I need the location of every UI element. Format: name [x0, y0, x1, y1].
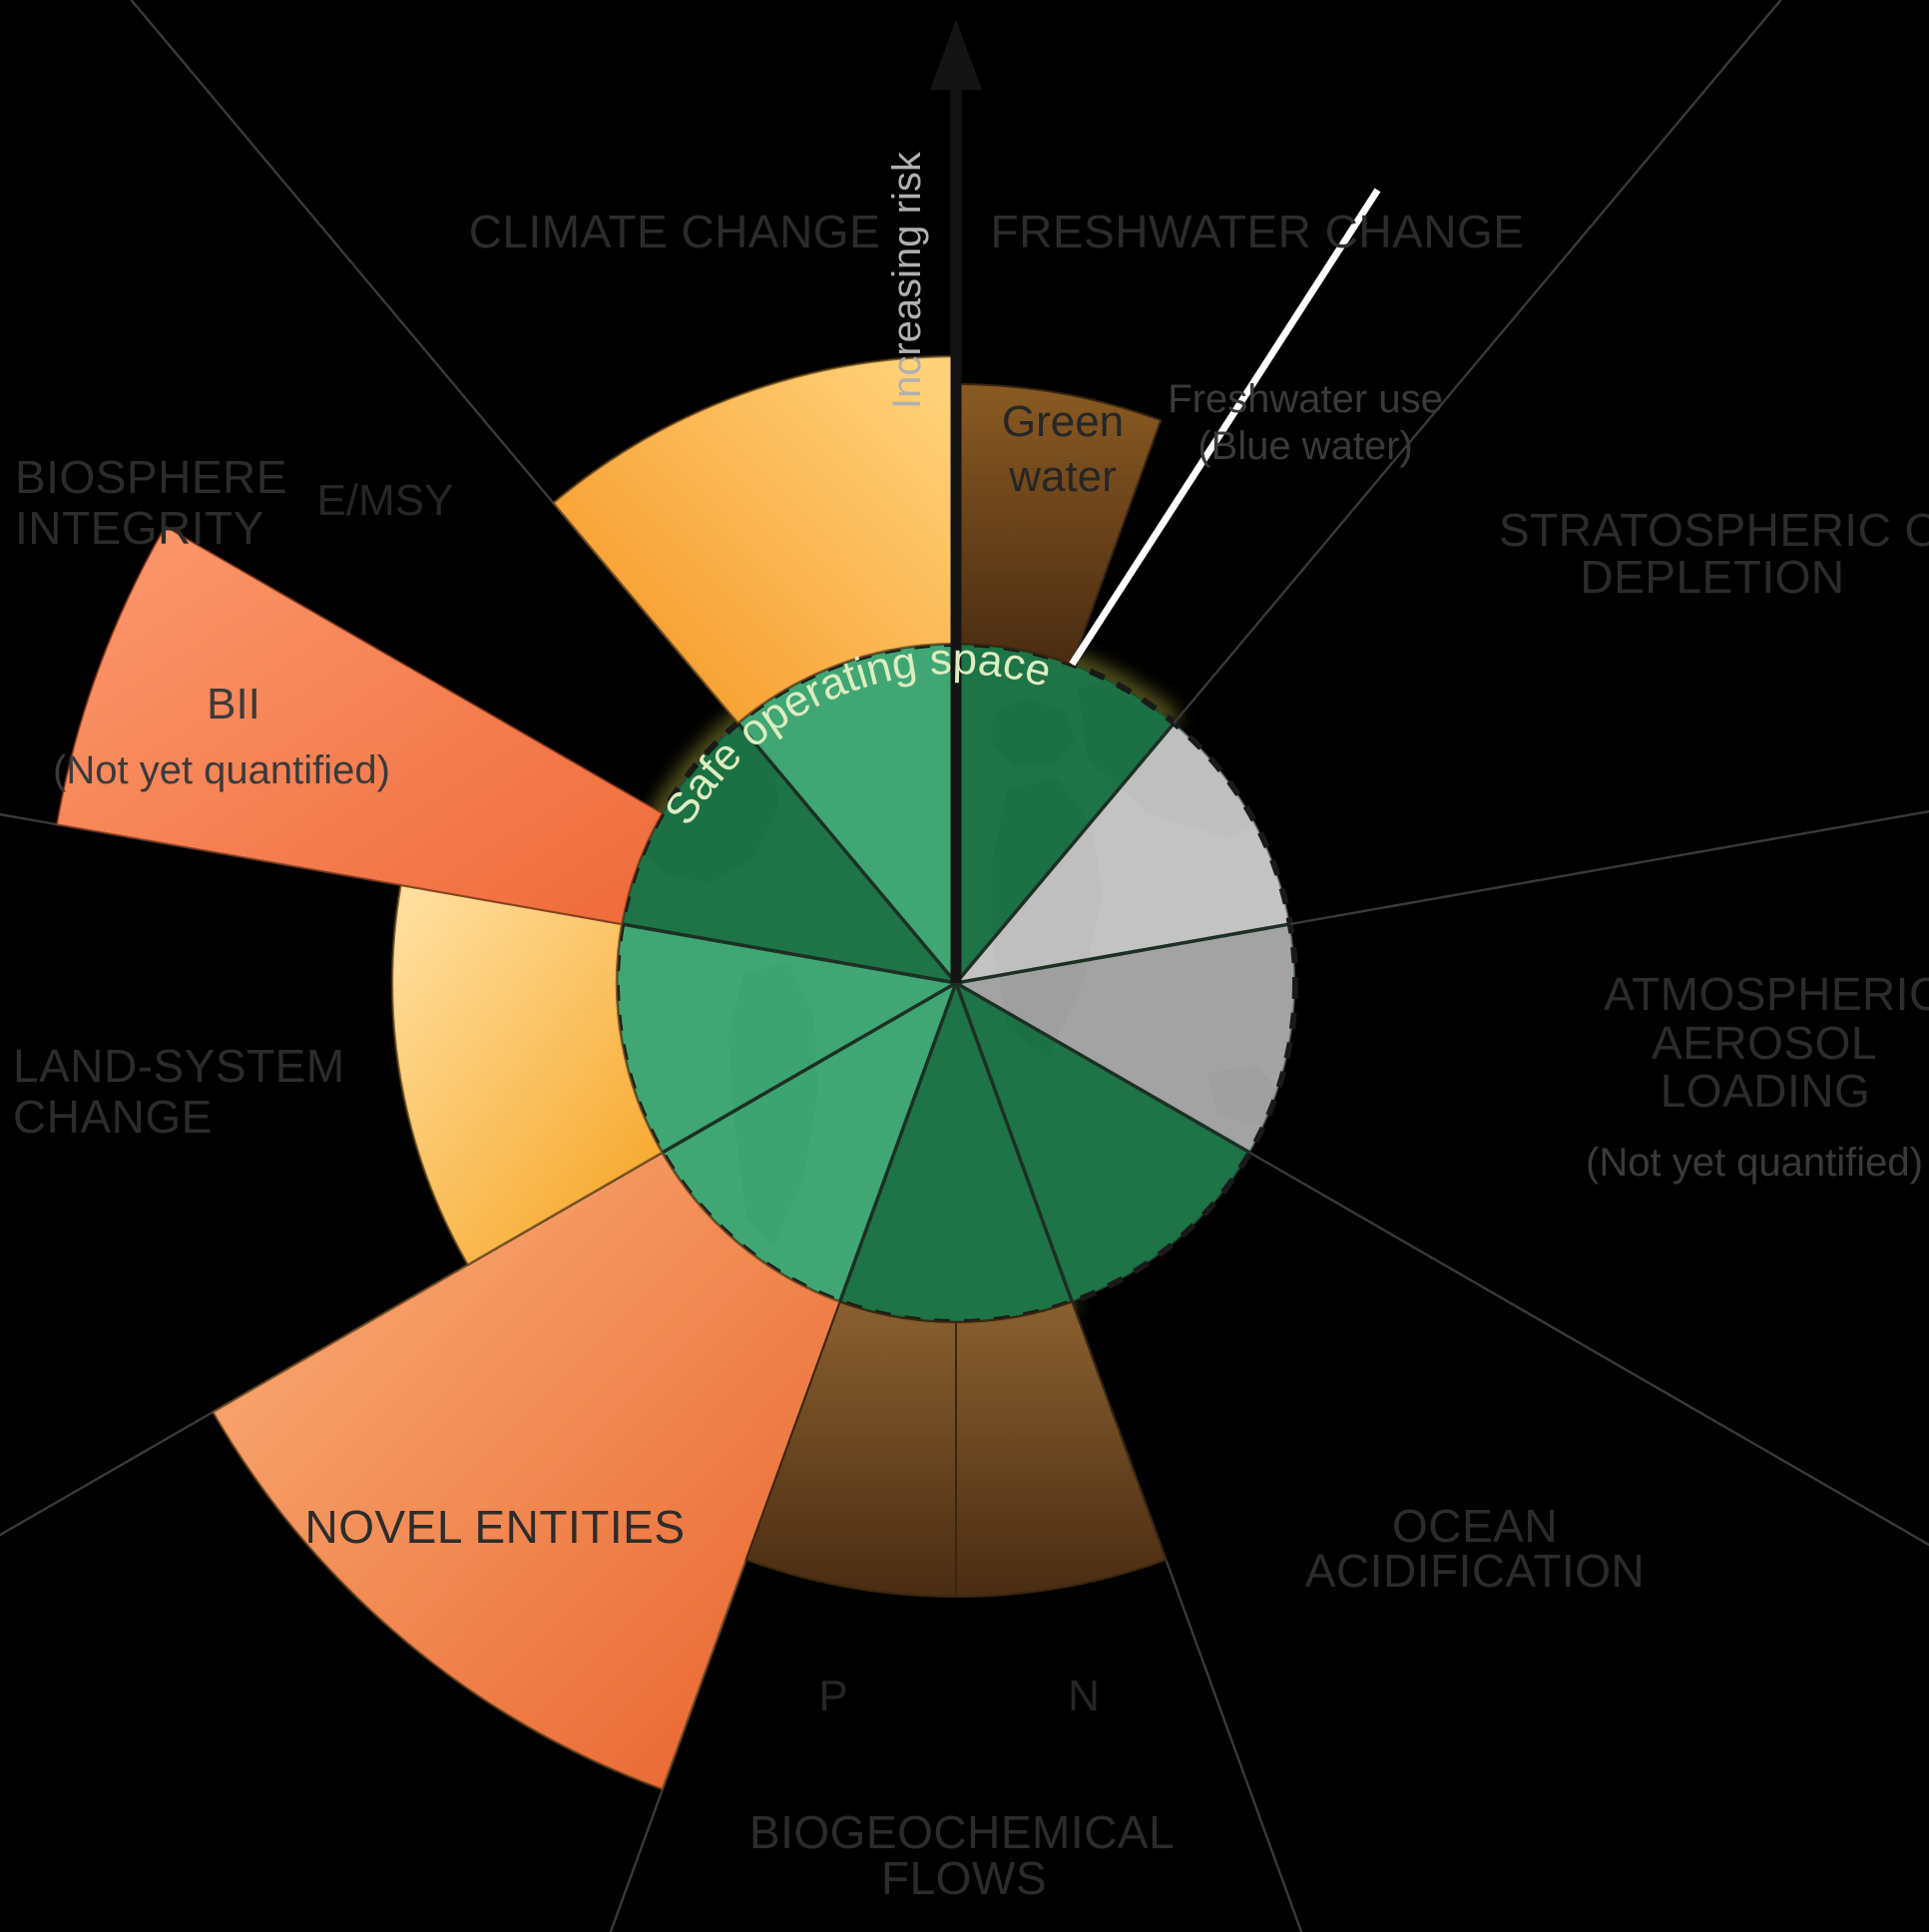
- svg-text:Green: Green: [1002, 397, 1124, 446]
- svg-text:STRATOSPHERIC OZONE: STRATOSPHERIC OZONE: [1499, 504, 1929, 556]
- svg-text:N: N: [1068, 1672, 1100, 1720]
- svg-text:BIOSPHERE: BIOSPHERE: [15, 451, 287, 503]
- svg-text:LAND-SYSTEM: LAND-SYSTEM: [13, 1040, 345, 1092]
- svg-text:(Not yet quantified): (Not yet quantified): [53, 748, 390, 792]
- svg-text:Increasing risk: Increasing risk: [885, 151, 929, 409]
- svg-text:DEPLETION: DEPLETION: [1580, 551, 1844, 603]
- svg-text:LOADING: LOADING: [1661, 1065, 1871, 1117]
- svg-text:(Not yet quantified): (Not yet quantified): [1586, 1141, 1923, 1185]
- svg-text:P: P: [818, 1672, 847, 1720]
- svg-text:AEROSOL: AEROSOL: [1652, 1017, 1877, 1069]
- svg-text:FRESHWATER CHANGE: FRESHWATER CHANGE: [991, 206, 1525, 257]
- svg-text:ATMOSPHERIC: ATMOSPHERIC: [1604, 968, 1929, 1020]
- svg-text:BII: BII: [207, 680, 260, 728]
- svg-text:Freshwater use: Freshwater use: [1168, 377, 1443, 421]
- svg-text:CLIMATE CHANGE: CLIMATE CHANGE: [469, 206, 881, 257]
- svg-text:water: water: [1008, 452, 1117, 501]
- svg-text:CHANGE: CHANGE: [13, 1091, 213, 1143]
- svg-text:ACIDIFICATION: ACIDIFICATION: [1305, 1545, 1645, 1597]
- svg-text:BIOGEOCHEMICAL: BIOGEOCHEMICAL: [749, 1806, 1175, 1858]
- svg-text:NOVEL ENTITIES: NOVEL ENTITIES: [304, 1501, 685, 1553]
- svg-text:(Blue water): (Blue water): [1198, 424, 1413, 468]
- svg-text:E/MSY: E/MSY: [317, 476, 454, 525]
- svg-text:INTEGRITY: INTEGRITY: [15, 502, 264, 554]
- svg-text:FLOWS: FLOWS: [881, 1852, 1047, 1904]
